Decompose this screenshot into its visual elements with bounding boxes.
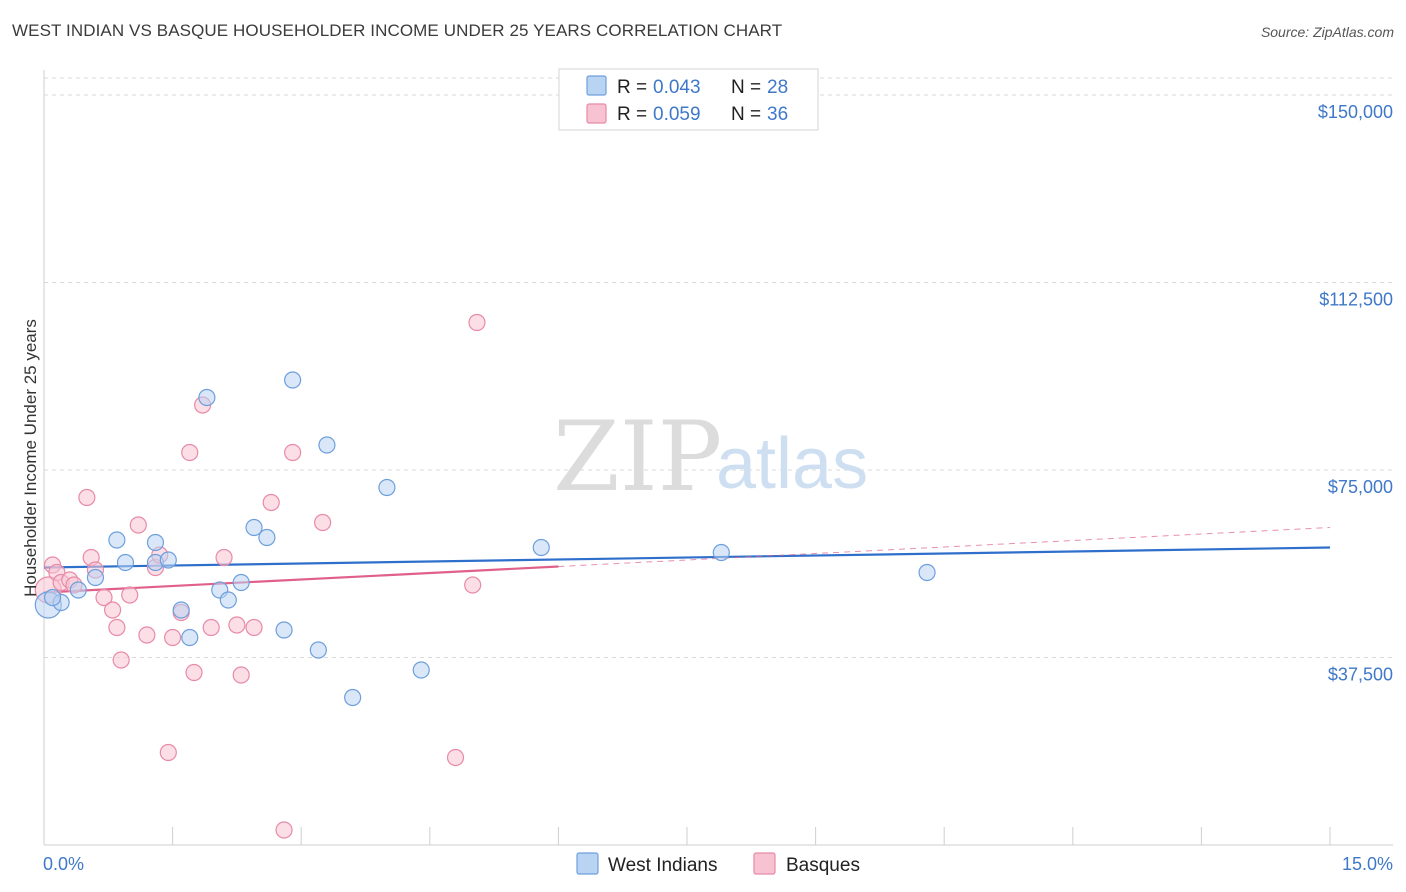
bottom-legend-swatch-basques [753,852,776,875]
basques-point [112,651,130,669]
basques-point [108,618,126,637]
basques-point [164,628,182,647]
basques-point [275,821,293,839]
basques-point [232,666,250,684]
west-indians-point [344,688,362,707]
legend-swatch-basques [586,103,607,124]
y-tick-label: $150,000 [1318,102,1393,122]
basques-point [446,748,465,767]
west-indians-point [159,551,177,569]
legend-r-value-0: 0.043 [653,77,701,98]
bottom-legend-swatch-west-indians [576,852,599,875]
basques-point [129,516,147,534]
west-indians-point [108,531,126,549]
west-indians-point [275,621,293,639]
bottom-legend-label-basques: Basques [786,855,860,876]
west-indians-point [232,573,250,592]
basques-point [228,616,246,634]
basques-point [464,576,482,594]
watermark-atlas: atlas [716,424,868,504]
basques-point [215,548,233,567]
legend-r-value-1: 0.059 [653,104,701,125]
legend-n-value-0: 28 [767,77,788,98]
data-points [34,313,936,839]
legend-swatch-west-indians [586,75,607,96]
west-indians-point [378,478,396,497]
grid [44,77,1393,658]
west-indians-point [116,553,135,572]
basques-point [202,618,220,637]
chart-title: WEST INDIAN VS BASQUE HOUSEHOLDER INCOME… [12,21,783,40]
legend-r-label-0: R = [617,77,647,98]
legend-n-value-1: 36 [767,104,788,125]
trend-line-basques [43,565,559,594]
chart-source: Source: ZipAtlas.com [1260,24,1394,40]
y-tick-label: $112,500 [1319,290,1393,310]
basques-point [78,488,96,507]
west-indians-point [172,601,190,619]
basques-point [314,513,332,532]
basques-point [159,743,177,762]
basques-point [185,663,203,682]
correlation-legend: R = 0.043 N = 28 R = 0.059 N = 36 [558,68,819,131]
west-indians-point [69,581,87,599]
west-indians-point [284,371,302,389]
west-indians-point [309,641,327,659]
y-axis-title: Householder Income Under 25 years [21,319,40,597]
x-tick-label-min: 0.0% [43,854,84,874]
basques-point [138,626,156,644]
axes [43,70,1393,846]
legend-n-label-1: N = [731,104,761,125]
basques-point [284,443,302,462]
west-indians-point [318,436,336,454]
watermark-zip: ZIP [553,401,722,513]
west-indians-point [219,591,237,609]
west-indians-point [245,518,263,537]
y-tick-label: $75,000 [1328,477,1393,497]
trend-line-basques-extrapolated [558,527,1331,567]
series-legend: West Indians Basques [576,852,860,876]
west-indians-point [181,628,199,647]
y-tick-label: $37,500 [1328,665,1393,685]
bottom-legend-label-west-indians: West Indians [608,855,717,876]
west-indians-point [86,568,105,587]
basques-point [121,586,139,604]
west-indians-point [532,538,550,557]
watermark: ZIP atlas [553,401,868,513]
legend-n-label-0: N = [731,77,761,98]
west-indians-point [43,588,62,607]
west-indians-point [412,661,430,679]
basques-point [181,443,199,462]
west-indians-point [146,533,165,552]
legend-r-label-1: R = [617,104,647,125]
west-indians-point [712,543,730,562]
trend-line-west-indians [43,546,1331,569]
basques-point [245,618,263,637]
basques-point [468,313,486,332]
x-tick-label-max: 15.0% [1342,854,1393,874]
west-indians-point [918,563,936,582]
basques-point [103,601,122,619]
y-tick-labels: $37,500 $75,000 $112,500 $150,000 [1318,102,1393,685]
basques-point [262,493,280,512]
west-indians-point [198,388,216,407]
basques-point [95,588,113,607]
west-indians-point [258,528,276,547]
